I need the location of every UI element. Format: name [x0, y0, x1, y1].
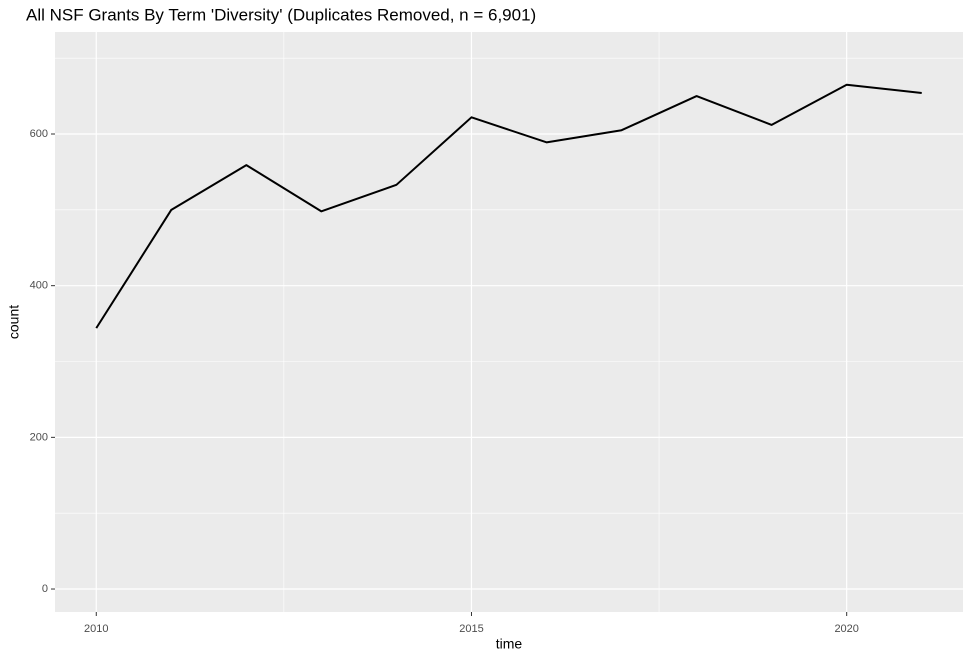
x-tick-label: 2010 — [84, 623, 108, 635]
chart-title: All NSF Grants By Term 'Diversity' (Dupl… — [26, 5, 536, 24]
y-tick-label: 200 — [30, 431, 48, 443]
y-tick-label: 0 — [42, 583, 48, 595]
y-tick-label: 400 — [30, 280, 48, 292]
x-axis-label: time — [496, 636, 523, 652]
y-axis-label: count — [6, 305, 22, 339]
x-tick-label: 2020 — [834, 623, 858, 635]
y-tick-label: 600 — [30, 128, 48, 140]
x-tick-label: 2015 — [459, 623, 483, 635]
data-line — [95, 83, 922, 329]
plot-panel — [55, 32, 963, 612]
